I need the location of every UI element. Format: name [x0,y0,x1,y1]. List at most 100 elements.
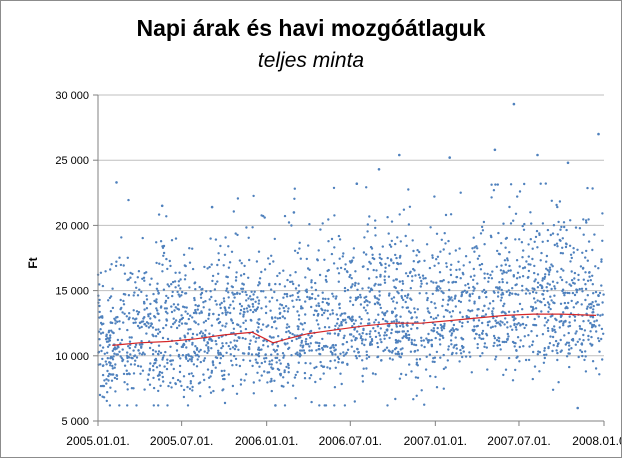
data-point [586,186,589,190]
data-point [193,351,197,355]
data-point [361,287,364,290]
data-point [442,336,445,340]
data-point [444,213,448,217]
data-point [243,264,246,268]
data-point [164,350,167,354]
data-point [378,253,381,256]
data-point [355,337,358,340]
data-point [140,345,143,348]
data-point [572,251,575,254]
data-point [202,359,206,362]
data-point [426,296,429,300]
data-point [186,385,189,389]
data-point [315,319,318,322]
data-point [395,325,398,328]
data-point [559,276,562,279]
data-point [536,246,539,249]
data-point [208,332,211,335]
data-point [517,293,520,296]
data-point [231,285,234,289]
data-point [350,285,353,288]
data-point [286,310,290,313]
data-point [423,403,426,406]
data-point [437,332,440,336]
data-point [100,349,103,353]
data-point [560,278,564,282]
data-point [594,367,598,370]
data-point [426,298,429,302]
data-point [326,332,329,335]
data-point [586,259,589,262]
data-point [99,384,103,388]
data-point [396,261,399,265]
data-point [230,359,233,362]
data-point [183,343,186,346]
data-point [405,306,408,309]
data-point [504,246,507,249]
chart-subtitle: teljes minta [257,49,365,72]
data-point [381,311,384,314]
data-point [249,308,252,312]
data-point [435,386,439,389]
data-point [547,306,551,309]
data-point [183,278,187,281]
data-point [374,234,377,237]
data-point [361,332,364,335]
data-point [584,355,587,358]
data-point [200,335,204,338]
data-point [381,317,385,321]
data-point [405,323,408,327]
data-point [227,306,231,309]
data-point [550,199,553,202]
data-point [184,310,187,313]
data-point [589,306,592,309]
data-point [512,319,515,322]
data-point [167,285,171,288]
data-point [585,312,588,315]
data-point [340,324,343,327]
data-point [546,319,550,322]
data-point [215,356,219,360]
data-point [226,282,230,285]
data-point [221,312,224,315]
data-point [200,288,203,291]
data-point [358,315,361,319]
data-point [546,301,550,304]
data-point [254,309,258,312]
data-point [225,342,228,345]
data-point [101,346,105,349]
data-point [201,332,205,335]
data-point [285,330,288,334]
data-point [374,373,377,376]
data-point [495,339,499,342]
data-point [155,301,158,304]
data-point [382,349,385,353]
data-point [391,358,394,361]
data-point [285,326,288,329]
data-point [324,404,328,407]
data-point [137,270,141,273]
data-point [148,383,152,386]
data-point [575,291,578,294]
data-point [324,275,328,278]
data-point [285,295,289,298]
data-point [235,292,239,295]
data-point [394,242,397,246]
data-point [118,404,121,407]
data-point [425,355,428,358]
data-point [350,277,353,280]
data-point [207,317,210,320]
data-point [591,360,595,363]
data-point [182,375,186,378]
data-point [532,297,536,300]
data-point [273,237,276,241]
data-point [432,317,435,320]
data-point [582,320,585,323]
data-point [232,327,236,330]
data-point [536,281,540,284]
data-point [553,287,557,290]
data-point [145,294,148,297]
data-point [296,370,299,374]
data-point [578,287,581,291]
